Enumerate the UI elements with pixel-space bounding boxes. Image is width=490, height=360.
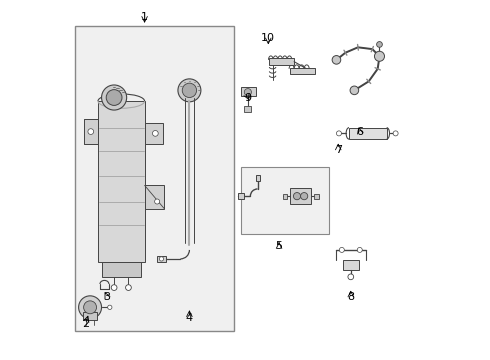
Bar	[283, 194, 287, 199]
Circle shape	[337, 131, 342, 136]
Circle shape	[393, 131, 398, 136]
Circle shape	[108, 305, 112, 310]
Bar	[290, 68, 315, 74]
Circle shape	[377, 41, 382, 47]
Circle shape	[348, 274, 354, 280]
Circle shape	[374, 51, 385, 61]
Text: 9: 9	[245, 93, 251, 103]
Circle shape	[111, 285, 117, 291]
Bar	[314, 194, 319, 199]
Circle shape	[106, 90, 122, 105]
Text: 7: 7	[335, 144, 342, 154]
Bar	[343, 260, 359, 270]
Circle shape	[245, 89, 251, 96]
Bar	[269, 58, 294, 65]
Bar	[238, 193, 245, 199]
Text: 8: 8	[347, 292, 354, 302]
Circle shape	[101, 85, 126, 110]
Text: 4: 4	[186, 313, 193, 323]
Circle shape	[152, 131, 158, 136]
Circle shape	[294, 193, 300, 200]
Bar	[242, 167, 329, 234]
Bar	[145, 123, 163, 144]
Circle shape	[88, 129, 94, 134]
Text: 6: 6	[356, 127, 363, 136]
Circle shape	[159, 257, 164, 261]
Text: 5: 5	[275, 241, 283, 251]
Circle shape	[182, 83, 196, 98]
Circle shape	[78, 296, 101, 319]
Bar	[349, 128, 387, 139]
Bar	[256, 175, 260, 181]
Text: 3: 3	[103, 292, 110, 302]
Circle shape	[350, 86, 359, 95]
Text: 10: 10	[261, 33, 275, 43]
Text: 2: 2	[82, 319, 89, 329]
Circle shape	[178, 79, 201, 102]
Bar	[145, 185, 164, 209]
Text: 1: 1	[141, 12, 148, 22]
Circle shape	[339, 247, 344, 252]
Circle shape	[332, 55, 341, 64]
Bar	[83, 312, 97, 320]
Bar	[242, 87, 256, 96]
Bar	[101, 262, 141, 277]
Bar	[290, 188, 311, 204]
Bar	[74, 26, 234, 330]
Bar	[245, 107, 251, 112]
Circle shape	[300, 193, 308, 200]
Circle shape	[357, 247, 362, 252]
Circle shape	[84, 301, 97, 314]
Bar	[84, 119, 98, 144]
Bar	[157, 256, 166, 262]
Bar	[98, 101, 145, 262]
Circle shape	[125, 285, 131, 291]
Circle shape	[155, 199, 160, 204]
